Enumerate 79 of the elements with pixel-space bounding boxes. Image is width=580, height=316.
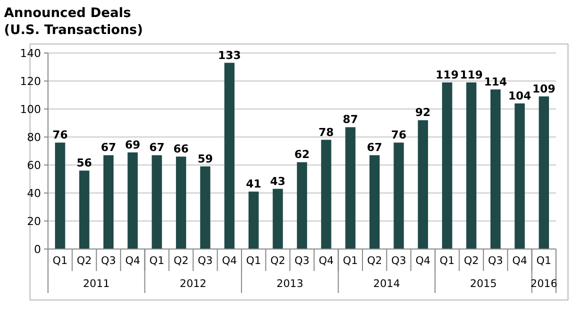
bar (321, 140, 332, 249)
y-tick-label: 80 (27, 130, 41, 144)
data-label: 119 (460, 68, 483, 82)
y-tick-label: 40 (27, 186, 41, 200)
data-label: 76 (52, 128, 68, 142)
x-tick-label: Q2 (464, 255, 479, 267)
data-label: 59 (198, 152, 213, 166)
data-label: 67 (149, 141, 165, 154)
data-label: 104 (508, 89, 532, 102)
data-label: 119 (436, 68, 459, 82)
x-tick-label: Q2 (270, 255, 286, 267)
x-tick-label: Q3 (101, 255, 116, 267)
bar (538, 96, 549, 249)
bar (200, 166, 210, 249)
text: 2016 (530, 278, 558, 290)
bar (152, 155, 162, 249)
y-tick-label: 120 (20, 74, 41, 88)
text: 2011 (83, 278, 110, 290)
y-tick-label: 0 (34, 242, 41, 256)
bar (369, 155, 380, 249)
bar (394, 142, 404, 249)
x-tick-label: Q1 (536, 255, 552, 267)
data-label: 78 (318, 126, 334, 139)
data-label: 56 (76, 156, 92, 170)
x-tick-label: Q3 (488, 255, 503, 267)
x-tick-label: Q1 (246, 255, 262, 267)
text: 2014 (373, 278, 400, 290)
data-label: 41 (246, 178, 262, 191)
x-tick-label: Q4 (318, 255, 334, 267)
bar (128, 152, 138, 249)
data-label: 133 (218, 48, 241, 62)
x-tick-label: Q4 (125, 255, 140, 267)
y-tick-label: 60 (27, 158, 41, 172)
x-tick-label: Q4 (512, 255, 528, 267)
text: 2015 (470, 278, 497, 290)
bar (466, 82, 476, 249)
bar (514, 103, 525, 249)
x-tick-label: Q1 (52, 255, 68, 267)
bar (490, 89, 501, 249)
x-tick-label: Q1 (149, 255, 164, 267)
bar (272, 188, 283, 249)
bar (248, 192, 259, 249)
data-label: 69 (125, 138, 140, 152)
bar (55, 142, 66, 249)
chart-title: Announced Deals (4, 6, 132, 21)
data-label: 87 (342, 113, 358, 126)
data-label: 67 (100, 141, 116, 154)
x-tick-label: Q4 (222, 255, 238, 267)
y-tick-label: 20 (27, 214, 41, 228)
bar (103, 155, 114, 249)
text: 2013 (276, 278, 304, 290)
bar (224, 62, 235, 249)
bar (176, 156, 186, 249)
x-tick-label: Q1 (440, 255, 455, 267)
data-label: 92 (415, 106, 431, 120)
data-label: 114 (484, 75, 508, 88)
data-label: 67 (366, 141, 382, 154)
bar (345, 127, 356, 249)
x-tick-label: Q1 (342, 255, 358, 267)
y-tick-label: 140 (20, 46, 41, 60)
data-label: 66 (173, 142, 190, 156)
x-tick-label: Q4 (415, 255, 431, 267)
x-tick-label: Q3 (294, 255, 310, 267)
y-tick-label: 100 (20, 102, 41, 116)
x-tick-label: Q2 (174, 255, 189, 267)
bar (79, 170, 90, 249)
bar (296, 162, 308, 249)
x-tick-label: Q2 (367, 255, 382, 267)
chart-subtitle: (U.S. Transactions) (4, 23, 143, 38)
data-label: 109 (532, 82, 556, 96)
text: 2012 (180, 278, 207, 290)
x-tick-label: Q3 (198, 255, 213, 267)
bar (418, 120, 428, 249)
data-label: 62 (294, 148, 310, 162)
data-label: 76 (391, 128, 407, 142)
bar (442, 82, 452, 249)
x-tick-label: Q2 (76, 255, 92, 267)
data-label: 43 (270, 174, 286, 188)
x-tick-label: Q3 (391, 255, 406, 267)
